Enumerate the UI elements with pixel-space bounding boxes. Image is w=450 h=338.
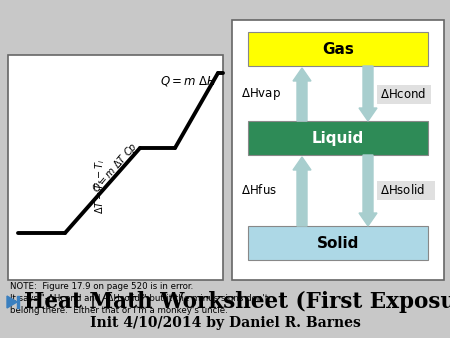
FancyArrow shape — [359, 66, 377, 121]
FancyBboxPatch shape — [248, 121, 428, 155]
Text: Solid: Solid — [317, 236, 359, 250]
Bar — [17, 296, 19, 308]
FancyArrow shape — [359, 155, 377, 226]
FancyBboxPatch shape — [232, 20, 444, 280]
FancyArrow shape — [293, 68, 311, 121]
Polygon shape — [7, 296, 17, 308]
Text: Heat Math Worksheet (First Exposure): Heat Math Worksheet (First Exposure) — [24, 291, 450, 313]
FancyBboxPatch shape — [377, 85, 431, 104]
FancyBboxPatch shape — [8, 55, 223, 280]
FancyBboxPatch shape — [377, 181, 435, 200]
Text: $\Delta T = T_f - T_i$: $\Delta T = T_f - T_i$ — [93, 159, 107, 214]
FancyArrow shape — [293, 157, 311, 226]
Text: $Q = m\ \Delta T\ Cp$: $Q = m\ \Delta T\ Cp$ — [89, 140, 141, 196]
Text: $\Delta$Hcond: $\Delta$Hcond — [380, 87, 426, 101]
Text: $\Delta$Hsolid: $\Delta$Hsolid — [380, 183, 425, 197]
FancyBboxPatch shape — [248, 226, 428, 260]
Text: Gas: Gas — [322, 42, 354, 56]
Text: Init 4/10/2014 by Daniel R. Barnes: Init 4/10/2014 by Daniel R. Barnes — [90, 316, 360, 330]
Text: $Q = m\ \Delta H$: $Q = m\ \Delta H$ — [160, 74, 217, 88]
Text: Liquid: Liquid — [312, 130, 364, 145]
Text: $\Delta$Hvap: $\Delta$Hvap — [241, 86, 281, 102]
FancyBboxPatch shape — [248, 32, 428, 66]
Text: NOTE:  Figure 17.9 on page 520 is in error.
It says "-ΔHcond and –ΔHsolid," but : NOTE: Figure 17.9 on page 520 is in erro… — [10, 282, 268, 315]
Text: $\Delta$Hfus: $\Delta$Hfus — [241, 183, 277, 197]
